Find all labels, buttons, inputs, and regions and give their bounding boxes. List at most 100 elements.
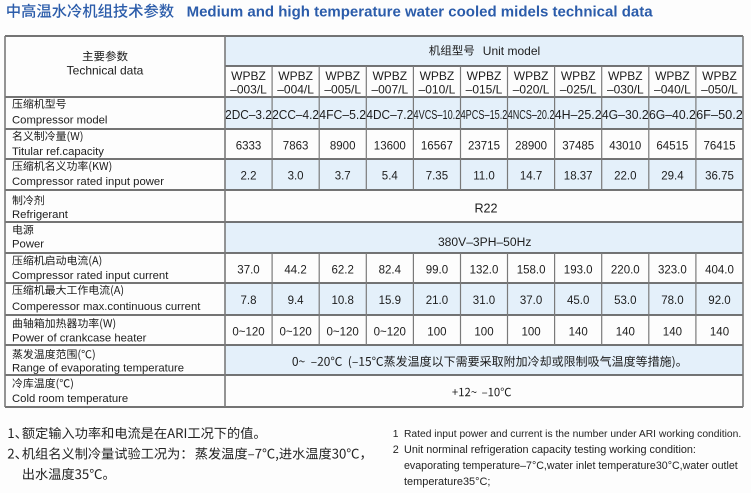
svg-text:WPBZ: WPBZ <box>702 69 737 83</box>
svg-text:WPBZ: WPBZ <box>231 69 266 83</box>
svg-text:1: 1 <box>393 429 399 440</box>
svg-text:158.0: 158.0 <box>517 264 546 276</box>
svg-text:64515: 64515 <box>656 140 688 152</box>
svg-text:14.7: 14.7 <box>520 171 542 183</box>
svg-text:2CC–4.2: 2CC–4.2 <box>272 107 319 122</box>
svg-text:37.0: 37.0 <box>237 264 259 276</box>
svg-text:44.2: 44.2 <box>284 264 306 276</box>
svg-text:Cold room temperature: Cold room temperature <box>12 393 128 405</box>
svg-text:–015/L: –015/L <box>466 83 503 97</box>
svg-text:Compressor model: Compressor model <box>12 114 107 126</box>
svg-text:6333: 6333 <box>236 140 262 152</box>
svg-text:36.75: 36.75 <box>705 171 734 183</box>
svg-text:Compressor rated input current: Compressor rated input current <box>12 270 169 282</box>
svg-text:380V–3PH–50Hz: 380V–3PH–50Hz <box>438 235 531 249</box>
svg-text:140: 140 <box>569 327 588 339</box>
svg-text:0~120: 0~120 <box>232 327 264 339</box>
svg-text:100: 100 <box>427 327 446 339</box>
svg-text:–040/L: –040/L <box>654 83 691 97</box>
svg-text:62.2: 62.2 <box>332 264 354 276</box>
svg-text:0~120: 0~120 <box>327 327 359 339</box>
svg-text:–010/L: –010/L <box>419 83 456 97</box>
svg-text:WPBZ: WPBZ <box>561 69 596 83</box>
svg-text:WPBZ: WPBZ <box>655 69 690 83</box>
svg-text:78.0: 78.0 <box>661 295 683 307</box>
svg-text:8900: 8900 <box>330 140 356 152</box>
svg-text:Unit model: Unit model <box>483 44 540 58</box>
svg-text:16567: 16567 <box>421 140 453 152</box>
svg-text:0~120: 0~120 <box>374 327 406 339</box>
svg-text:92.0: 92.0 <box>708 295 730 307</box>
svg-text:WPBZ: WPBZ <box>372 69 407 83</box>
svg-text:22.0: 22.0 <box>614 171 636 183</box>
svg-text:2: 2 <box>393 444 399 456</box>
svg-text:31.0: 31.0 <box>473 295 495 307</box>
svg-text:10.8: 10.8 <box>332 295 354 307</box>
svg-text:43010: 43010 <box>609 140 641 152</box>
svg-text:6F–50.2: 6F–50.2 <box>696 107 743 122</box>
svg-text:4G–30.2: 4G–30.2 <box>602 107 649 122</box>
svg-text:4VCS–10.2: 4VCS–10.2 <box>414 107 461 122</box>
svg-text:0~120: 0~120 <box>279 327 311 339</box>
svg-text:Unit norminal refrigeration ca: Unit norminal refrigeration capacity tes… <box>404 444 696 456</box>
svg-text:WPBZ: WPBZ <box>467 69 502 83</box>
svg-text:140: 140 <box>616 327 635 339</box>
svg-text:53.0: 53.0 <box>614 295 636 307</box>
svg-text:Power: Power <box>12 239 44 251</box>
svg-text:–030/L: –030/L <box>607 83 644 97</box>
svg-text:4NCS–20.2: 4NCS–20.2 <box>508 107 555 122</box>
svg-text:9.4: 9.4 <box>288 295 305 307</box>
svg-text:–003/L: –003/L <box>230 83 267 97</box>
svg-text:99.0: 99.0 <box>426 264 448 276</box>
svg-text:4H–25.2: 4H–25.2 <box>555 107 602 122</box>
svg-text:3.7: 3.7 <box>335 171 351 183</box>
svg-text:13600: 13600 <box>374 140 406 152</box>
svg-text:Rated input power and current: Rated input power and current is the num… <box>404 429 741 440</box>
svg-text:220.0: 220.0 <box>611 264 640 276</box>
svg-text:7.8: 7.8 <box>241 295 257 307</box>
svg-text:Medium and high temperature wa: Medium and high temperature water cooled… <box>187 4 654 21</box>
svg-text:28900: 28900 <box>515 140 547 152</box>
svg-text:404.0: 404.0 <box>705 264 734 276</box>
svg-text:Comperessor max.continuous cur: Comperessor max.continuous current <box>12 301 201 313</box>
svg-text:temperature35°C;: temperature35°C; <box>404 476 490 488</box>
svg-text:37.0: 37.0 <box>520 295 542 307</box>
svg-text:140: 140 <box>710 327 729 339</box>
svg-text:11.0: 11.0 <box>473 171 495 183</box>
svg-text:21.0: 21.0 <box>426 295 448 307</box>
svg-text:Compressor rated input power: Compressor rated input power <box>12 176 164 188</box>
svg-text:WPBZ: WPBZ <box>608 69 643 83</box>
svg-text:–020/L: –020/L <box>513 83 550 97</box>
svg-text:–025/L: –025/L <box>560 83 597 97</box>
svg-text:18.37: 18.37 <box>564 171 593 183</box>
svg-text:2DC–3.2: 2DC–3.2 <box>225 107 272 122</box>
svg-text:WPBZ: WPBZ <box>420 69 455 83</box>
svg-text:–005/L: –005/L <box>324 83 361 97</box>
svg-text:Power of crankcase heater: Power of crankcase heater <box>12 333 147 345</box>
svg-text:–004/L: –004/L <box>277 83 314 97</box>
svg-text:15.9: 15.9 <box>379 295 401 307</box>
svg-text:–007/L: –007/L <box>371 83 408 97</box>
svg-text:WPBZ: WPBZ <box>325 69 360 83</box>
svg-text:100: 100 <box>522 327 541 339</box>
svg-text:WPBZ: WPBZ <box>514 69 549 83</box>
svg-text:29.4: 29.4 <box>661 171 684 183</box>
svg-text:193.0: 193.0 <box>564 264 593 276</box>
svg-text:5.4: 5.4 <box>382 171 399 183</box>
svg-text:Technical data: Technical data <box>67 63 144 77</box>
svg-text:100: 100 <box>474 327 493 339</box>
svg-text:R22: R22 <box>474 201 497 215</box>
svg-text:Titular ref.capacity: Titular ref.capacity <box>12 146 104 158</box>
svg-text:7863: 7863 <box>283 140 309 152</box>
svg-text:WPBZ: WPBZ <box>278 69 313 83</box>
svg-text:7.35: 7.35 <box>426 171 448 183</box>
svg-text:76415: 76415 <box>704 140 736 152</box>
svg-text:Range of evaporating temperatu: Range of evaporating temperature <box>12 363 184 375</box>
svg-text:82.4: 82.4 <box>379 264 402 276</box>
svg-text:45.0: 45.0 <box>567 295 589 307</box>
svg-text:132.0: 132.0 <box>470 264 499 276</box>
svg-text:37485: 37485 <box>562 140 594 152</box>
svg-text:23715: 23715 <box>468 140 500 152</box>
svg-text:3.0: 3.0 <box>288 171 304 183</box>
svg-text:Refrigerant: Refrigerant <box>12 209 69 221</box>
